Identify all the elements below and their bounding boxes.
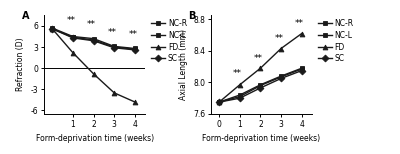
NC-L	[299, 68, 304, 70]
FD	[91, 73, 96, 75]
Text: **: **	[128, 30, 137, 39]
FD	[279, 48, 284, 49]
Line: NC-R: NC-R	[50, 26, 137, 51]
Line: NC-L: NC-L	[217, 67, 304, 105]
FD	[217, 101, 222, 103]
Line: FD: FD	[217, 31, 304, 105]
Text: **: **	[108, 28, 117, 37]
FD	[132, 101, 137, 103]
SC	[91, 40, 96, 42]
SC	[299, 70, 304, 71]
NC-R	[237, 94, 242, 96]
NC-R	[258, 84, 263, 86]
Text: **: **	[274, 34, 284, 43]
FD	[258, 67, 263, 69]
Line: SC: SC	[217, 68, 304, 105]
SC	[70, 37, 75, 39]
NC-L	[112, 46, 116, 48]
SC	[112, 47, 116, 49]
FD	[237, 84, 242, 86]
Line: NC-L: NC-L	[50, 26, 137, 52]
Legend: NC-R, NC-L, FD, SC: NC-R, NC-L, FD, SC	[151, 19, 187, 63]
FD	[112, 92, 116, 94]
Text: **: **	[87, 20, 96, 29]
NC-L	[279, 76, 284, 78]
NC-R	[70, 36, 75, 37]
FD	[70, 52, 75, 54]
SC	[132, 49, 137, 51]
NC-R	[217, 101, 222, 103]
Legend: NC-R, NC-L, FD, SC: NC-R, NC-L, FD, SC	[318, 19, 354, 63]
Text: A: A	[22, 11, 29, 21]
NC-L	[70, 36, 75, 38]
NC-L	[258, 85, 263, 87]
Line: SC: SC	[50, 26, 137, 52]
SC	[217, 101, 222, 103]
Text: **: **	[66, 16, 75, 24]
FD	[50, 28, 55, 30]
NC-L	[237, 96, 242, 97]
NC-R	[132, 48, 137, 49]
Text: **: **	[295, 19, 304, 28]
SC	[50, 28, 55, 30]
NC-R	[279, 75, 284, 77]
NC-R	[50, 27, 55, 29]
NC-L	[217, 101, 222, 103]
FD	[299, 33, 304, 34]
X-axis label: Form-deprivation time (weeks): Form-deprivation time (weeks)	[202, 134, 320, 143]
SC	[258, 87, 263, 89]
Line: FD: FD	[50, 26, 137, 104]
Y-axis label: Refraction (D): Refraction (D)	[16, 38, 25, 91]
SC	[279, 78, 284, 79]
Text: **: **	[233, 69, 242, 79]
Line: NC-R: NC-R	[217, 66, 304, 105]
NC-L	[132, 48, 137, 50]
NC-R	[299, 67, 304, 69]
X-axis label: Form-deprivation time (weeks): Form-deprivation time (weeks)	[36, 134, 154, 143]
SC	[237, 97, 242, 99]
NC-R	[91, 38, 96, 40]
Y-axis label: Axial Length (mm): Axial Length (mm)	[179, 29, 188, 100]
Text: B: B	[189, 11, 196, 21]
Text: **: **	[254, 54, 263, 63]
NC-R	[112, 45, 116, 47]
NC-L	[91, 39, 96, 41]
NC-L	[50, 28, 55, 30]
